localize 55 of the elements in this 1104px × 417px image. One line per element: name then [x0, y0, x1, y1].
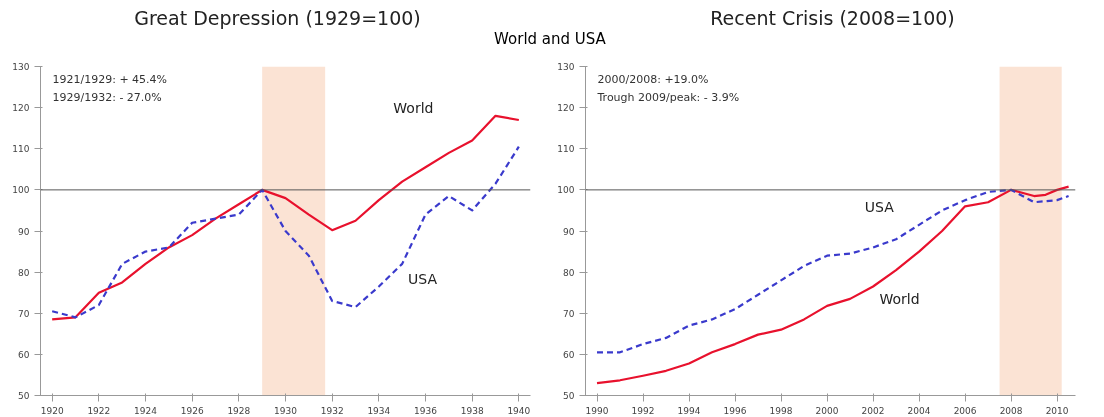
y-tick-label: 100	[557, 184, 575, 195]
line-series	[595, 185, 1070, 384]
x-tick-label: 1940	[507, 405, 531, 416]
annotation: Trough 2009/peak: - 3.9%	[596, 90, 740, 104]
y-tick-label: 130	[12, 61, 30, 72]
x-tick-label: 1920	[40, 405, 64, 416]
y-tick-label: 70	[563, 308, 575, 319]
y-tick-label: 50	[18, 390, 30, 401]
y-tick-label: 50	[563, 390, 575, 401]
x-tick-label: 1996	[723, 405, 747, 416]
line-series	[595, 188, 1070, 353]
x-tick-label: 1934	[367, 405, 391, 416]
y-tick-label: 70	[18, 308, 30, 319]
chart-title: Great Depression (1929=100)	[134, 6, 421, 31]
x-tick-label: 1926	[180, 405, 204, 416]
x-tick-label: 1932	[320, 405, 344, 416]
x-tick-label: 2004	[907, 405, 931, 416]
line-series	[51, 114, 520, 321]
y-tick-label: 90	[18, 226, 30, 237]
x-tick-label: 1922	[87, 405, 111, 416]
y-tick-label: 110	[12, 143, 30, 154]
x-tick-label: 2002	[861, 405, 885, 416]
x-tick-label: 2000	[815, 405, 839, 416]
x-tick-label: 1938	[460, 405, 484, 416]
series-label: USA	[408, 270, 438, 287]
y-tick-label: 60	[563, 349, 575, 360]
y-tick-label: 80	[18, 267, 30, 278]
chart-title: Recent Crisis (2008=100)	[710, 6, 955, 31]
y-tick-label: 80	[563, 267, 575, 278]
y-tick-label: 100	[12, 184, 30, 195]
text: World	[393, 99, 434, 116]
x-tick-label: 2008	[999, 405, 1023, 416]
x-tick-label: 1998	[769, 405, 793, 416]
annotation: 2000/2008: +19.0%	[597, 72, 709, 86]
series-label: World	[879, 290, 920, 307]
x-tick-label: 1936	[414, 405, 438, 416]
x-tick-label: 1924	[134, 405, 158, 416]
x-tick-label: 1928	[227, 405, 251, 416]
series-label: USA	[864, 198, 895, 215]
y-tick-label: 130	[557, 61, 575, 72]
y-tick-label: 120	[12, 102, 30, 113]
y-tick-label: 60	[18, 349, 30, 360]
x-tick-label: 1992	[631, 405, 655, 416]
x-tick-label: 1990	[585, 405, 609, 416]
x-tick-label: 1994	[677, 405, 701, 416]
annotation: 1921/1929: + 45.4%	[52, 72, 168, 86]
y-tick-label: 120	[557, 102, 575, 113]
x-tick-label: 2010	[1045, 405, 1069, 416]
line-series	[51, 145, 520, 319]
annotation: 1929/1932: - 27.0%	[52, 90, 162, 104]
y-tick-label: 90	[563, 226, 575, 237]
y-tick-label: 110	[557, 143, 575, 154]
chart-subtitle: World and USA	[494, 29, 606, 51]
x-tick-label: 2006	[953, 405, 977, 416]
x-tick-label: 1930	[274, 405, 298, 416]
